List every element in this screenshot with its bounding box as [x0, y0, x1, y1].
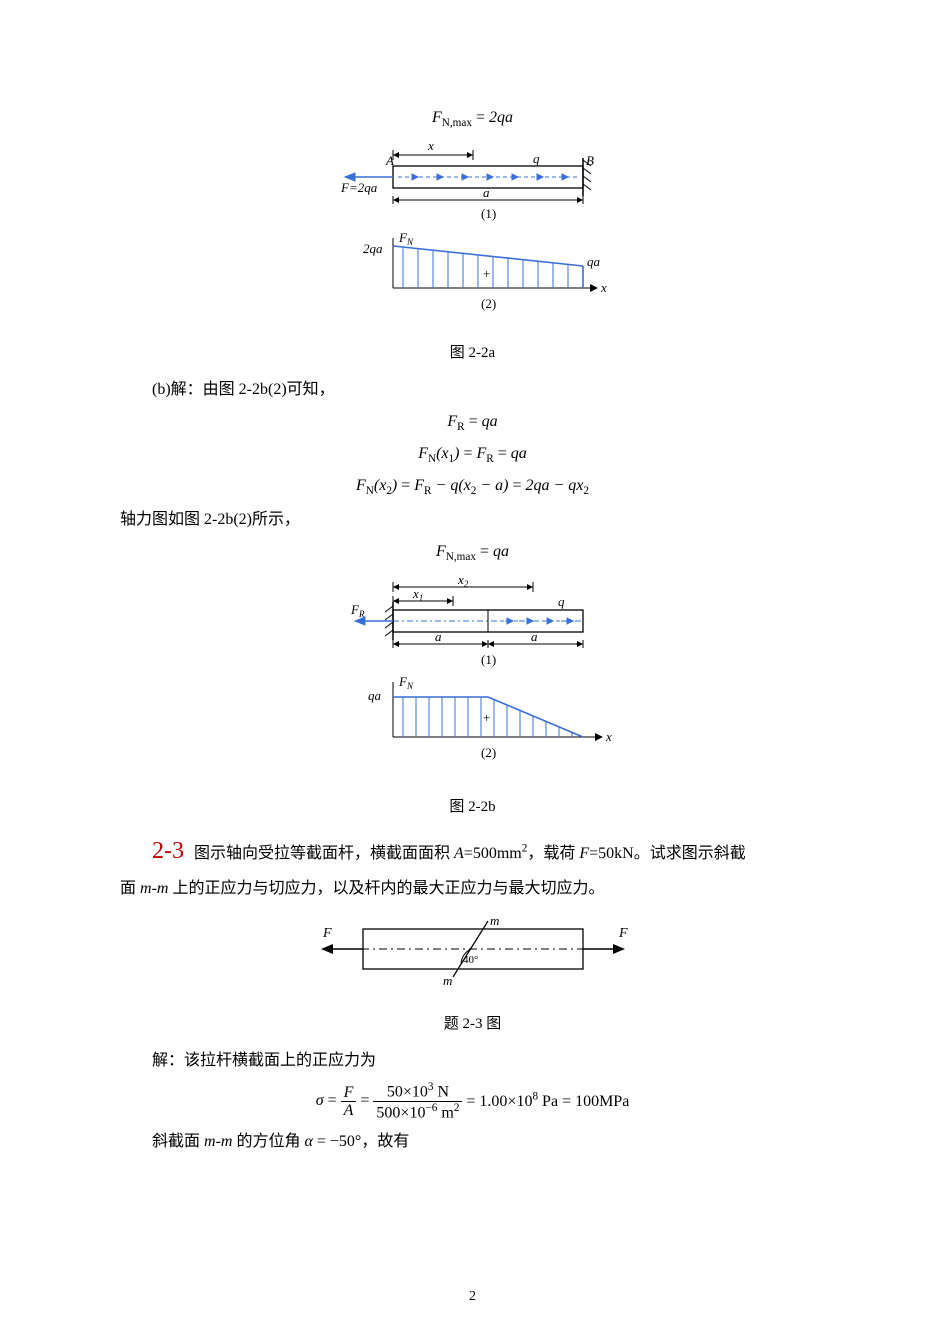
figure-2-2b: x2 x1: [120, 572, 825, 790]
solution-2-3-alpha: 斜截面 m-m 的方位角 α = −50°，故有: [120, 1130, 825, 1154]
problem-number-2-3: 2-3: [152, 838, 184, 864]
text-b-intro: (b)解：由图 2-2b(2)可知，: [120, 378, 825, 402]
alpha-text-b: 的方位角: [232, 1133, 304, 1150]
svg-text:FN: FN: [398, 230, 414, 247]
equation-fnmax-qa: FN,max = qa: [120, 540, 825, 566]
problem-2-3-text-a: 图示轴向受拉等截面杆，横截面面积: [194, 845, 454, 862]
svg-text:x: x: [427, 138, 434, 153]
page-number: 2: [0, 1286, 945, 1307]
svg-text:a: a: [483, 185, 490, 200]
solution-2-3-intro: 解：该拉杆横截面上的正应力为: [120, 1049, 825, 1073]
svg-text:m: m: [490, 913, 499, 928]
problem-2-3-F: F=50kN: [579, 845, 633, 862]
equation-fr-qa: FR = qa: [120, 410, 825, 436]
equation-fn-x1: FN(x1) = FR = qa: [120, 442, 825, 468]
problem-2-3-l2b: 上的正应力与切应力，以及杆内的最大正应力与最大切应力。: [168, 880, 604, 897]
svg-text:FR: FR: [350, 602, 365, 619]
caption-fig-2-2b: 图 2-2b: [120, 796, 825, 819]
svg-text:qa: qa: [368, 688, 382, 703]
alpha-eq: α = −50°: [304, 1133, 361, 1150]
problem-2-3-l2a: 面: [120, 880, 140, 897]
svg-text:a: a: [531, 629, 538, 644]
svg-text:qa: qa: [587, 254, 601, 269]
figure-2-3: F F m m 40°: [120, 909, 825, 1007]
svg-text:x1: x1: [412, 586, 423, 603]
figure-2-2a: x A B q: [120, 138, 825, 336]
svg-text:A: A: [385, 153, 394, 168]
alpha-text-c: ，故有: [361, 1133, 409, 1150]
svg-text:x: x: [600, 280, 607, 295]
equation-fn-x2: FN(x2) = FR − q(x2 − a) = 2qa − qx2: [120, 474, 825, 500]
svg-text:+: +: [483, 266, 490, 281]
svg-text:(1): (1): [481, 206, 496, 221]
problem-2-3-line2: 面 m-m 上的正应力与切应力，以及杆内的最大正应力与最大切应力。: [120, 877, 825, 901]
svg-text:x2: x2: [457, 572, 469, 589]
svg-text:F: F: [618, 926, 628, 941]
problem-2-3-mm: m-m: [140, 880, 168, 897]
svg-text:q: q: [533, 151, 540, 166]
svg-text:(2): (2): [481, 296, 496, 311]
svg-text:+: +: [483, 710, 490, 725]
caption-fig-2-3: 题 2-3 图: [120, 1013, 825, 1036]
svg-text:a: a: [435, 629, 442, 644]
text-b-axial: 轴力图如图 2-2b(2)所示，: [120, 508, 825, 532]
problem-2-3-text-c: 。试求图示斜截: [634, 845, 746, 862]
svg-text:2qa: 2qa: [363, 241, 383, 256]
caption-fig-2-2a: 图 2-2a: [120, 342, 825, 365]
svg-text:(2): (2): [481, 745, 496, 760]
svg-text:FN: FN: [398, 674, 414, 691]
svg-text:F=2qa: F=2qa: [340, 180, 378, 195]
page: FN,max = 2qa x A B: [0, 0, 945, 1337]
svg-text:(1): (1): [481, 652, 496, 667]
svg-text:x: x: [605, 729, 612, 744]
svg-text:F: F: [322, 926, 332, 941]
problem-2-3-text-b: ，载荷: [527, 845, 579, 862]
svg-text:m: m: [443, 973, 452, 988]
problem-2-3-A: A=500mm2: [454, 845, 527, 862]
alpha-mm: m-m: [204, 1133, 232, 1150]
svg-text:q: q: [558, 594, 565, 609]
equation-sigma: σ = FA = 50×103 N 500×10−6 m2 = 1.00×108…: [120, 1081, 825, 1122]
svg-text:40°: 40°: [463, 954, 478, 966]
equation-fnmax-2qa: FN,max = 2qa: [120, 106, 825, 132]
problem-2-3: 2-3 图示轴向受拉等截面杆，横截面面积 A=500mm2，载荷 F=50kN。…: [120, 833, 825, 869]
alpha-text-a: 斜截面: [152, 1133, 204, 1150]
